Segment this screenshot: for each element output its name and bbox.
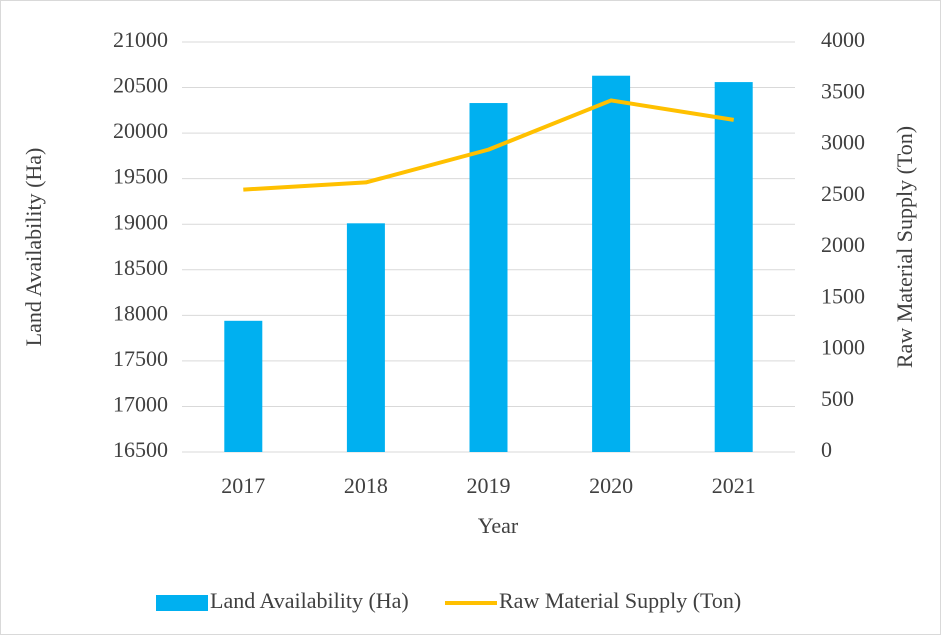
y-tick-label: 19500 [113, 164, 168, 189]
y2-tick-label: 2000 [821, 232, 865, 257]
x-tick-label: 2021 [712, 473, 756, 498]
y-tick-label: 16500 [113, 437, 168, 462]
y-tick-label: 21000 [113, 27, 168, 52]
y2-axis-label: Raw Material Supply (Ton) [892, 126, 917, 368]
y2-tick-label: 3000 [821, 130, 865, 155]
x-tick-label: 2017 [221, 473, 265, 498]
y2-tick-label: 4000 [821, 27, 865, 52]
y-tick-label: 19000 [113, 209, 168, 234]
y-tick-label: 20000 [113, 118, 168, 143]
y-tick-label: 17500 [113, 346, 168, 371]
y2-tick-label: 500 [821, 386, 854, 411]
y-tick-label: 20500 [113, 73, 168, 98]
x-tick-label: 2020 [589, 473, 633, 498]
y-tick-label: 18500 [113, 255, 168, 280]
y2-tick-label: 1000 [821, 335, 865, 360]
y-tick-label: 18000 [113, 300, 168, 325]
y2-tick-label: 0 [821, 437, 832, 462]
y2-tick-label: 3500 [821, 78, 865, 103]
line [243, 98, 735, 192]
y2-tick-label: 2500 [821, 181, 865, 206]
legend-swatch [156, 595, 208, 611]
legend-label: Raw Material Supply (Ton) [499, 588, 741, 613]
x-tick-label: 2018 [344, 473, 388, 498]
y2-tick-label: 1500 [821, 283, 865, 308]
bar [224, 320, 263, 452]
bar [592, 75, 631, 452]
y-axis-label: Land Availability (Ha) [21, 148, 46, 347]
legend-label: Land Availability (Ha) [210, 588, 409, 613]
bar [346, 223, 385, 452]
x-tick-label: 2019 [467, 473, 511, 498]
x-axis-label: Year [478, 513, 519, 538]
y-tick-label: 17000 [113, 391, 168, 416]
bar [469, 103, 508, 453]
bar [714, 82, 753, 452]
